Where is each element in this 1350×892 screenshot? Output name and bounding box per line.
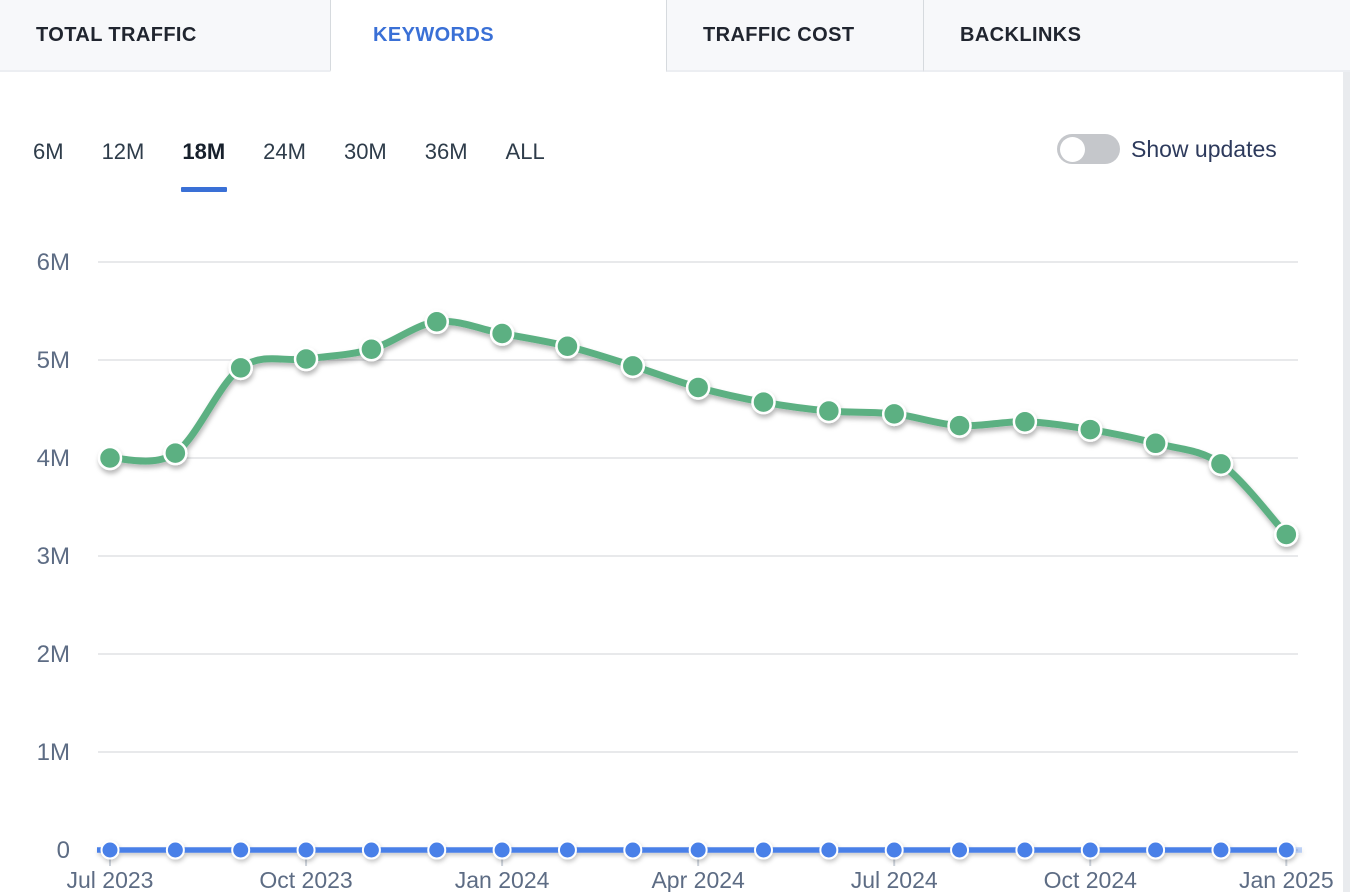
toggle-knob	[1060, 136, 1085, 162]
svg-text:Jan 2025: Jan 2025	[1239, 867, 1334, 892]
range-18m[interactable]: 18M	[181, 139, 228, 195]
svg-text:Apr 2024: Apr 2024	[651, 867, 745, 892]
metric-tabbar: TOTAL TRAFFIC KEYWORDS TRAFFIC COST BACK…	[0, 0, 1350, 72]
range-36m[interactable]: 36M	[424, 139, 468, 164]
tab-traffic-cost[interactable]: TRAFFIC COST	[666, 0, 923, 72]
svg-text:0: 0	[57, 837, 70, 864]
show-updates-label: Show updates	[1131, 135, 1277, 162]
svg-text:Jul 2023: Jul 2023	[67, 867, 154, 892]
svg-text:3M: 3M	[37, 543, 70, 570]
svg-text:Oct 2023: Oct 2023	[259, 867, 352, 892]
svg-text:5M: 5M	[37, 347, 70, 374]
active-range-underline	[181, 187, 228, 192]
show-updates-toggle[interactable]	[1057, 134, 1120, 164]
svg-text:6M: 6M	[37, 249, 70, 276]
svg-text:1M: 1M	[37, 739, 70, 766]
range-30m[interactable]: 30M	[343, 139, 387, 164]
range-all[interactable]: ALL	[505, 139, 545, 164]
range-24m[interactable]: 24M	[263, 139, 306, 164]
scrollbar-track[interactable]	[1343, 72, 1350, 892]
svg-text:Oct 2024: Oct 2024	[1044, 867, 1138, 892]
tab-total-traffic[interactable]: TOTAL TRAFFIC	[0, 0, 330, 72]
svg-text:4M: 4M	[37, 445, 70, 472]
tab-keywords[interactable]: KEYWORDS	[330, 0, 666, 72]
range-6m[interactable]: 6M	[33, 139, 64, 164]
range-12m[interactable]: 12M	[101, 139, 145, 164]
tab-backlinks[interactable]: BACKLINKS	[923, 0, 1350, 72]
svg-text:Jan 2024: Jan 2024	[455, 867, 550, 892]
range-18m-label: 18M	[182, 139, 226, 164]
svg-text:Jul 2024: Jul 2024	[851, 867, 938, 892]
show-updates-control: Show updates	[1057, 134, 1277, 164]
svg-text:2M: 2M	[37, 641, 70, 668]
time-range-selector: 6M 12M 18M 24M 30M 36M ALL	[33, 139, 545, 195]
